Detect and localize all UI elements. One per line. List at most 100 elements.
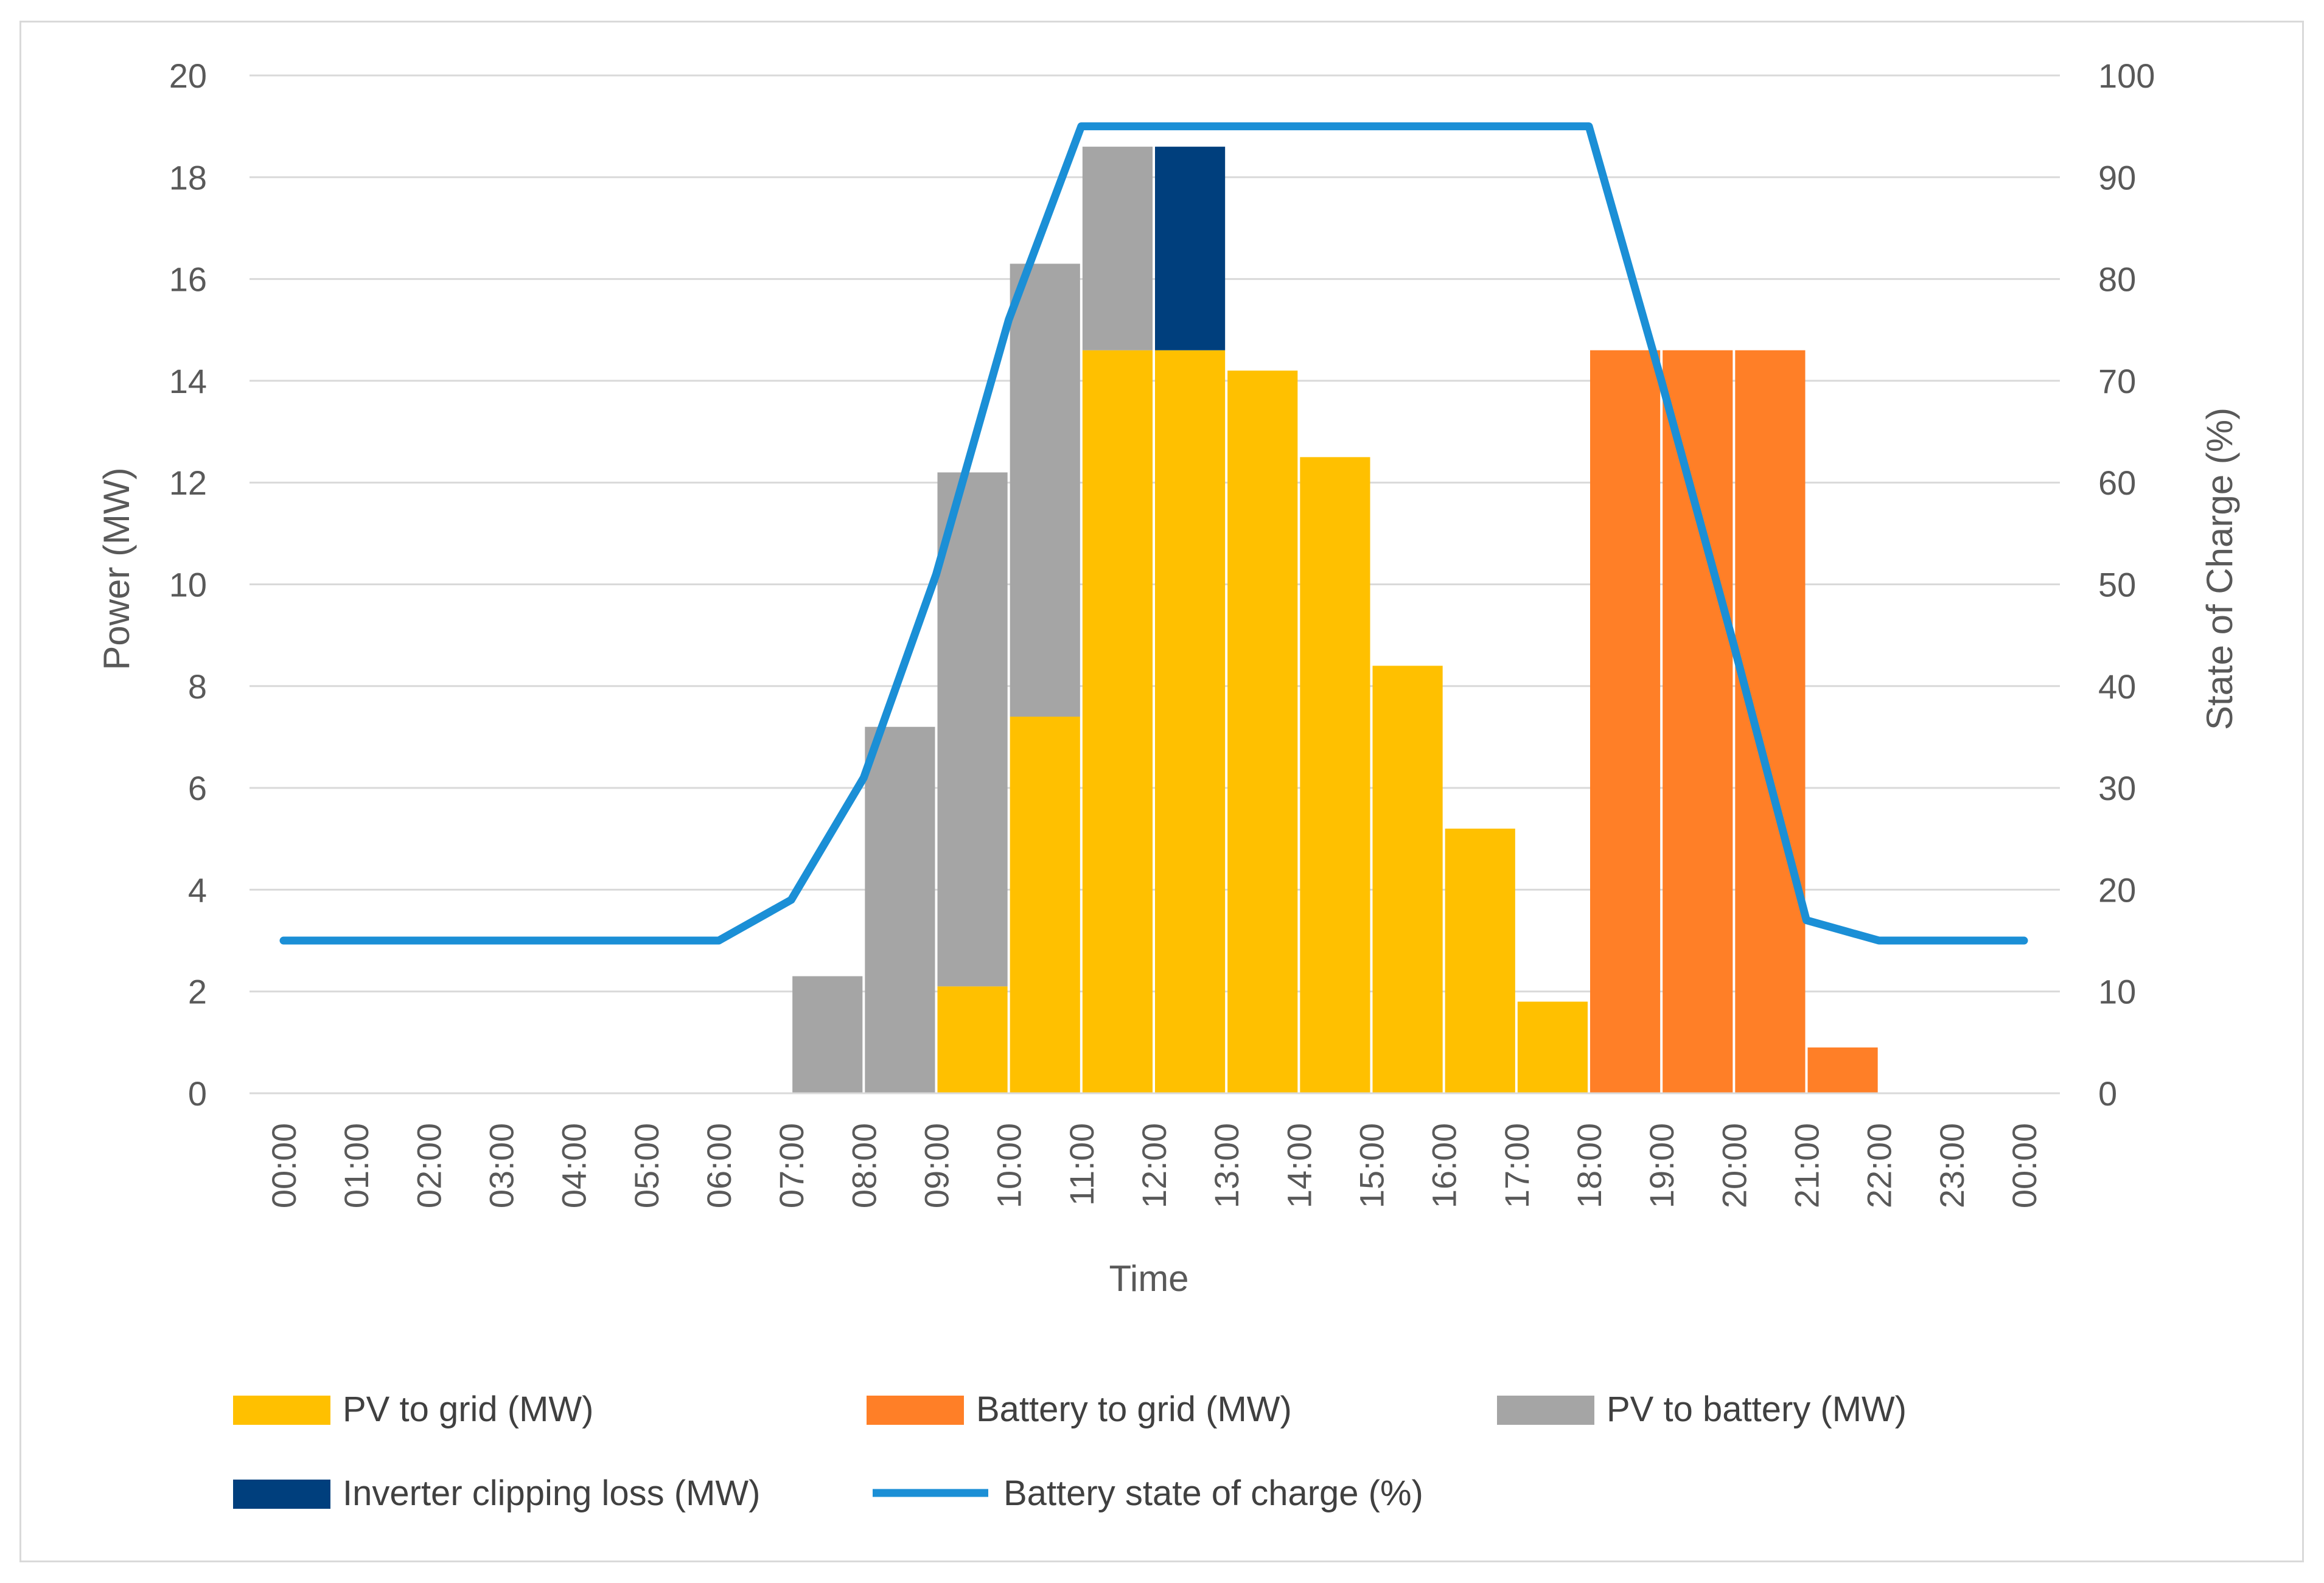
- legend-label-pv-to-battery-mw: PV to battery (MW): [1607, 1390, 1907, 1429]
- soc-line: [279, 122, 2028, 945]
- y-tick-label: 6: [188, 769, 207, 807]
- y-tick-label: 12: [169, 464, 207, 502]
- soc-point: [1226, 125, 1227, 127]
- legend-swatch-battery-to-grid-mw: [867, 1396, 964, 1425]
- bar-battery-to-grid-mw: [1807, 1047, 1878, 1093]
- x-tick-label: 14:00: [1280, 1123, 1318, 1208]
- x-tick-label: 09:00: [918, 1123, 956, 1208]
- x-tick-label: 05:00: [627, 1123, 666, 1208]
- y-tick-label: 18: [169, 158, 207, 197]
- y2-tick-label: 10: [2098, 973, 2136, 1011]
- bar-pv-to-battery-mw: [792, 976, 863, 1093]
- y-tick-label: 2: [188, 973, 207, 1011]
- bar-pv-to-grid-mw: [937, 986, 1008, 1093]
- soc-point: [1298, 125, 1300, 127]
- x-tick-label: 04:00: [555, 1123, 593, 1208]
- soc-point: [1878, 940, 1880, 942]
- y-tick-label: 16: [169, 260, 207, 299]
- x-tick-label: 00:00: [2005, 1123, 2043, 1208]
- bar-pv-to-grid-mw: [1010, 716, 1080, 1093]
- x-tick-label: 02:00: [410, 1123, 448, 1208]
- bar-pv-to-grid-mw: [1372, 666, 1443, 1093]
- soc-point: [718, 940, 719, 942]
- axes: 0 2 4 6 8 10 12 14 16 18 20 0 10 20 30 40 50 60 70 80 90 100 0…: [169, 57, 2155, 1208]
- soc-point: [2023, 940, 2025, 942]
- bar-pv-to-grid-mw: [1445, 829, 1515, 1093]
- soc-point: [790, 899, 792, 901]
- soc-point: [935, 573, 937, 575]
- x-tick-label: 03:00: [483, 1123, 521, 1208]
- soc-point: [355, 940, 357, 942]
- y2-tick-label: 20: [2098, 871, 2136, 909]
- soc-point: [573, 940, 574, 942]
- y-tick-label: 0: [188, 1074, 207, 1113]
- legend-swatch-pv-to-grid-mw: [233, 1396, 330, 1425]
- soc-point: [1370, 125, 1372, 127]
- legend-swatch-pv-to-battery-mw: [1497, 1396, 1594, 1425]
- legend-label-pv-to-grid-mw: PV to grid (MW): [343, 1390, 594, 1429]
- y2-axis-title: State of Charge (%): [2199, 408, 2240, 730]
- soc-point: [1661, 380, 1663, 381]
- bar-inverter-clipping-loss-mw: [1155, 147, 1226, 350]
- y2-tick-label: 40: [2098, 667, 2136, 706]
- soc-point: [1008, 319, 1010, 321]
- bar-pv-to-battery-mw: [1010, 263, 1080, 717]
- x-tick-label: 21:00: [1788, 1123, 1826, 1208]
- x-tick-label: 11:00: [1063, 1123, 1101, 1206]
- bar-pv-to-grid-mw: [1517, 1001, 1588, 1093]
- bar-battery-to-grid-mw: [1663, 350, 1733, 1094]
- soc-point: [863, 777, 865, 779]
- x-tick-label: 06:00: [700, 1123, 738, 1208]
- soc-point: [1153, 125, 1154, 127]
- y2-tick-label: 30: [2098, 769, 2136, 807]
- y2-tick-label: 70: [2098, 362, 2136, 400]
- y-tick-label: 8: [188, 667, 207, 706]
- y2-tick-label: 80: [2098, 260, 2136, 299]
- x-tick-label: 17:00: [1498, 1123, 1536, 1208]
- x-tick-label: 19:00: [1642, 1123, 1681, 1208]
- x-tick-label: 12:00: [1135, 1123, 1173, 1208]
- soc-point: [1080, 125, 1082, 127]
- soc-point: [283, 940, 284, 942]
- soc-point: [1443, 125, 1445, 127]
- y2-tick-label: 90: [2098, 158, 2136, 197]
- x-tick-label: 22:00: [1860, 1123, 1899, 1208]
- bar-pv-to-grid-mw: [1300, 457, 1370, 1093]
- legend-swatch-inverter-clipping-loss-mw: [233, 1480, 330, 1509]
- bar-pv-to-grid-mw: [1082, 350, 1153, 1094]
- x-tick-label: 15:00: [1353, 1123, 1391, 1208]
- x-tick-label: 23:00: [1933, 1123, 1971, 1208]
- soc-point: [645, 940, 647, 942]
- x-tick-label: 08:00: [845, 1123, 883, 1208]
- bar-pv-to-grid-mw: [1227, 371, 1298, 1094]
- x-tick-label: 07:00: [772, 1123, 811, 1208]
- y-tick-label: 20: [169, 57, 207, 95]
- bars: [792, 147, 1878, 1094]
- legend-label-inverter-clipping-loss-mw: Inverter clipping loss (MW): [343, 1473, 760, 1513]
- y-tick-label: 14: [169, 362, 207, 400]
- soc-point: [1806, 919, 1807, 921]
- legend-label-battery-state-of-charge: Battery state of charge (%): [1003, 1473, 1423, 1513]
- x-tick-label: 20:00: [1715, 1123, 1753, 1208]
- bar-pv-to-battery-mw: [937, 472, 1008, 987]
- x-tick-label: 00:00: [265, 1123, 303, 1208]
- x-axis-title: Time: [1109, 1258, 1188, 1299]
- legend: PV to grid (MW) Battery to grid (MW) PV to…: [233, 1390, 1907, 1513]
- soc-point: [1515, 125, 1517, 127]
- soc-point: [1950, 940, 1952, 942]
- bar-pv-to-battery-mw: [1082, 147, 1153, 350]
- y2-tick-label: 50: [2098, 566, 2136, 604]
- y2-tick-label: 0: [2098, 1074, 2117, 1113]
- bar-battery-to-grid-mw: [1735, 350, 1806, 1094]
- soc-point: [1588, 125, 1589, 127]
- legend-label-battery-to-grid-mw: Battery to grid (MW): [976, 1390, 1292, 1429]
- y-axis-title: Power (MW): [96, 467, 137, 670]
- y2-tick-label: 60: [2098, 464, 2136, 502]
- y-tick-label: 10: [169, 566, 207, 604]
- x-tick-label: 10:00: [990, 1123, 1028, 1208]
- bar-battery-to-grid-mw: [1590, 350, 1661, 1094]
- y-tick-label: 4: [188, 871, 207, 909]
- soc-point: [1733, 644, 1735, 646]
- soc-point: [500, 940, 502, 942]
